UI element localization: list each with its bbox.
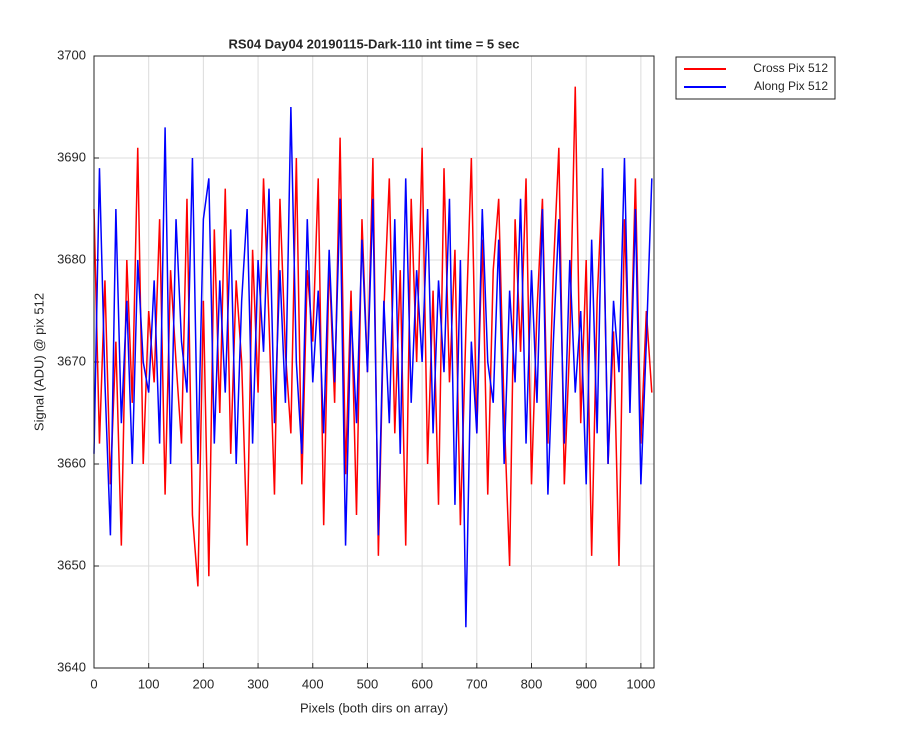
x-tick-label: 500 — [357, 676, 379, 691]
x-tick-label: 900 — [575, 676, 597, 691]
x-axis-label: Pixels (both dirs on array) — [300, 700, 448, 715]
y-tick-label: 3700 — [57, 47, 86, 62]
legend-box — [675, 56, 836, 100]
x-tick-label: 400 — [302, 676, 324, 691]
x-tick-label: 1000 — [626, 676, 655, 691]
chart-title: RS04 Day04 20190115-Dark-110 int time = … — [229, 36, 520, 51]
legend-label: Cross Pix 512 — [753, 61, 828, 75]
x-tick-label: 200 — [193, 676, 215, 691]
axes-box — [93, 55, 655, 669]
y-tick-label: 3640 — [57, 659, 86, 674]
y-tick-label: 3670 — [57, 353, 86, 368]
x-tick-label: 600 — [411, 676, 433, 691]
series-line — [93, 86, 653, 587]
y-tick-label: 3680 — [57, 251, 86, 266]
x-tick-label: 800 — [521, 676, 543, 691]
x-tick-label: 0 — [90, 676, 97, 691]
y-tick-label: 3690 — [57, 149, 86, 164]
y-axis-label: Signal (ADU) @ pix 512 — [31, 293, 46, 431]
x-tick-label: 300 — [247, 676, 269, 691]
x-tick-label: 700 — [466, 676, 488, 691]
y-tick-label: 3650 — [57, 557, 86, 572]
y-tick-label: 3660 — [57, 455, 86, 470]
x-tick-label: 100 — [138, 676, 160, 691]
legend-label: Along Pix 512 — [754, 79, 828, 93]
series-line — [93, 106, 653, 628]
